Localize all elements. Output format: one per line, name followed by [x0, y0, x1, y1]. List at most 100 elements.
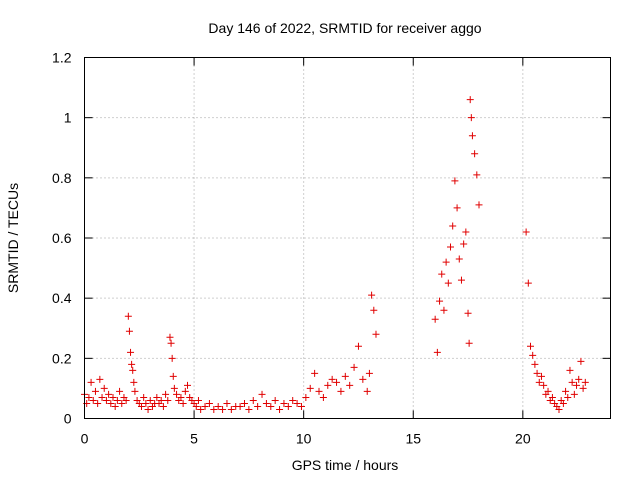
- x-tick-label: 0: [81, 431, 89, 447]
- data-point: [100, 384, 108, 392]
- data-point: [131, 387, 139, 395]
- data-point: [227, 405, 235, 413]
- data-point: [236, 402, 244, 410]
- data-point: [162, 390, 170, 398]
- data-point: [280, 399, 288, 407]
- data-point: [170, 384, 178, 392]
- data-point: [146, 396, 154, 404]
- data-point: [192, 402, 200, 410]
- data-point: [579, 384, 587, 392]
- data-point: [527, 342, 535, 350]
- data-point: [524, 279, 532, 287]
- y-tick-label: 0: [64, 411, 72, 427]
- data-point: [564, 393, 572, 401]
- data-point: [297, 402, 305, 410]
- data-point: [105, 390, 113, 398]
- data-point: [219, 405, 227, 413]
- data-point: [460, 240, 468, 248]
- data-point: [94, 399, 102, 407]
- data-point: [447, 243, 455, 251]
- data-point: [350, 363, 358, 371]
- data-point: [455, 255, 463, 263]
- data-point: [468, 132, 476, 140]
- data-point: [444, 279, 452, 287]
- data-point: [346, 381, 354, 389]
- data-point: [223, 399, 231, 407]
- data-point: [368, 291, 376, 299]
- data-point: [122, 396, 130, 404]
- data-point: [581, 378, 589, 386]
- data-point: [449, 222, 457, 230]
- data-point: [436, 297, 444, 305]
- x-tick-label: 10: [296, 431, 312, 447]
- data-point: [113, 396, 121, 404]
- data-point: [181, 387, 189, 395]
- data-point: [166, 333, 174, 341]
- data-point: [267, 402, 275, 410]
- data-point: [306, 384, 314, 392]
- data-point: [471, 150, 479, 158]
- data-point: [324, 381, 332, 389]
- data-point: [440, 306, 448, 314]
- data-point: [87, 378, 95, 386]
- data-point: [201, 402, 209, 410]
- data-point: [240, 399, 248, 407]
- data-point: [570, 390, 578, 398]
- data-point: [372, 330, 380, 338]
- data-point: [127, 348, 135, 356]
- data-point: [128, 360, 136, 368]
- data-point: [462, 228, 470, 236]
- plot-frame: [84, 57, 611, 419]
- data-point: [531, 360, 539, 368]
- data-point: [341, 372, 349, 380]
- data-point: [568, 378, 576, 386]
- data-point: [137, 402, 145, 410]
- data-point: [311, 369, 319, 377]
- data-point: [153, 393, 161, 401]
- grid: [84, 57, 611, 419]
- data-point: [354, 342, 362, 350]
- data-point: [359, 375, 367, 383]
- data-point: [333, 378, 341, 386]
- data-point: [197, 405, 205, 413]
- data-point: [111, 402, 119, 410]
- data-point: [142, 399, 150, 407]
- data-point: [540, 381, 548, 389]
- data-point: [315, 387, 323, 395]
- data-point: [118, 399, 126, 407]
- data-point: [169, 372, 177, 380]
- data-point: [533, 369, 541, 377]
- data-point: [289, 396, 297, 404]
- data-point: [205, 399, 213, 407]
- data-point: [328, 375, 336, 383]
- data-point: [194, 396, 202, 404]
- data-point: [107, 399, 115, 407]
- data-point: [109, 393, 117, 401]
- data-point: [91, 387, 99, 395]
- data-point: [566, 366, 574, 374]
- data-point: [535, 378, 543, 386]
- data-point: [125, 327, 133, 335]
- data-point: [167, 339, 175, 347]
- data-point: [284, 402, 292, 410]
- data-point: [214, 402, 222, 410]
- data-point: [157, 396, 165, 404]
- data-point: [433, 348, 441, 356]
- data-point: [98, 393, 106, 401]
- data-point: [173, 390, 181, 398]
- y-tick-label: 0.6: [52, 230, 72, 246]
- axis-ticks: 0 0.2 0.4 0.6 0.8 1 1.2 0 5 10 15 20: [52, 50, 611, 447]
- data-point: [319, 393, 327, 401]
- data-point: [124, 312, 132, 320]
- data-point: [562, 387, 570, 395]
- data-point: [159, 402, 167, 410]
- y-tick-label: 0.4: [52, 290, 72, 306]
- data-point: [370, 306, 378, 314]
- data-point: [302, 393, 310, 401]
- data-point: [451, 177, 459, 185]
- data-point: [457, 276, 465, 284]
- data-point: [116, 387, 124, 395]
- y-tick-label: 1: [64, 110, 72, 126]
- data-point: [559, 399, 567, 407]
